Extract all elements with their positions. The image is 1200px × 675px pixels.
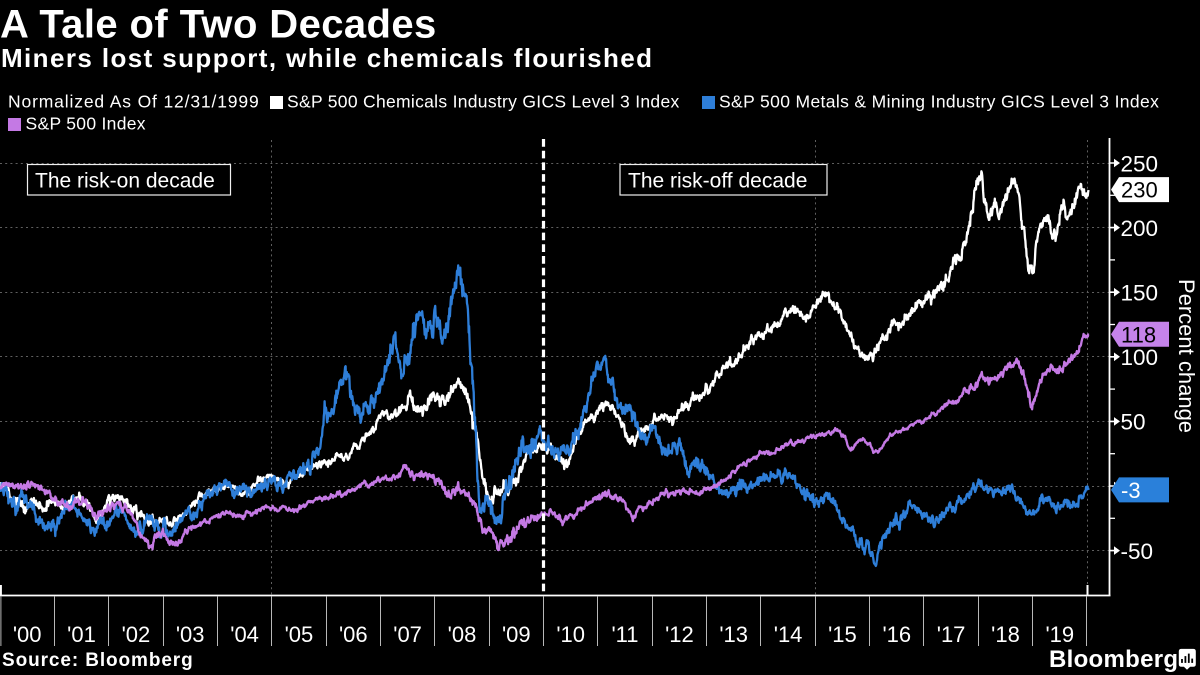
- svg-text:'14: '14: [774, 622, 803, 647]
- svg-text:'03: '03: [176, 622, 205, 647]
- svg-text:-50: -50: [1121, 539, 1154, 564]
- svg-text:'07: '07: [393, 622, 422, 647]
- svg-text:'17: '17: [937, 622, 966, 647]
- svg-text:Miners lost support, while che: Miners lost support, while chemicals flo…: [1, 43, 653, 73]
- svg-text:S&P 500 Index: S&P 500 Index: [26, 114, 146, 134]
- svg-text:250: 250: [1121, 151, 1159, 176]
- svg-text:'11: '11: [611, 622, 638, 647]
- svg-text:'19: '19: [1045, 622, 1074, 647]
- svg-text:'05: '05: [285, 622, 314, 647]
- svg-text:Percent change: Percent change: [1174, 279, 1199, 433]
- svg-text:'00: '00: [13, 622, 42, 647]
- svg-text:Normalized As Of 12/31/1999: Normalized As Of 12/31/1999: [8, 92, 260, 112]
- svg-text:Bloomberg: Bloomberg: [1049, 646, 1178, 673]
- svg-text:'02: '02: [122, 622, 151, 647]
- svg-text:'18: '18: [991, 622, 1020, 647]
- svg-text:'13: '13: [719, 622, 748, 647]
- svg-text:The risk-off decade: The risk-off decade: [628, 170, 807, 193]
- svg-text:'10: '10: [556, 622, 585, 647]
- svg-text:S&P 500 Metals & Mining Indust: S&P 500 Metals & Mining Industry GICS Le…: [719, 92, 1159, 112]
- svg-text:50: 50: [1121, 410, 1146, 435]
- svg-text:118: 118: [1121, 322, 1156, 347]
- svg-text:'15: '15: [828, 622, 857, 647]
- svg-text:'09: '09: [502, 622, 531, 647]
- svg-text:200: 200: [1121, 216, 1159, 241]
- svg-text:S&P 500 Chemicals Industry GIC: S&P 500 Chemicals Industry GICS Level 3 …: [287, 92, 680, 112]
- svg-text:Source: Bloomberg: Source: Bloomberg: [2, 650, 194, 671]
- svg-text:'01: '01: [67, 622, 96, 647]
- svg-text:-3: -3: [1121, 478, 1141, 503]
- svg-text:230: 230: [1121, 178, 1158, 203]
- svg-text:'12: '12: [665, 622, 694, 647]
- svg-text:100: 100: [1121, 345, 1159, 370]
- svg-text:'06: '06: [339, 622, 368, 647]
- svg-text:'04: '04: [230, 622, 259, 647]
- svg-text:'08: '08: [448, 622, 477, 647]
- svg-text:'16: '16: [882, 622, 911, 647]
- svg-text:150: 150: [1121, 281, 1159, 306]
- svg-text:The risk-on decade: The risk-on decade: [35, 170, 215, 193]
- svg-text:A Tale of Two Decades: A Tale of Two Decades: [0, 3, 437, 47]
